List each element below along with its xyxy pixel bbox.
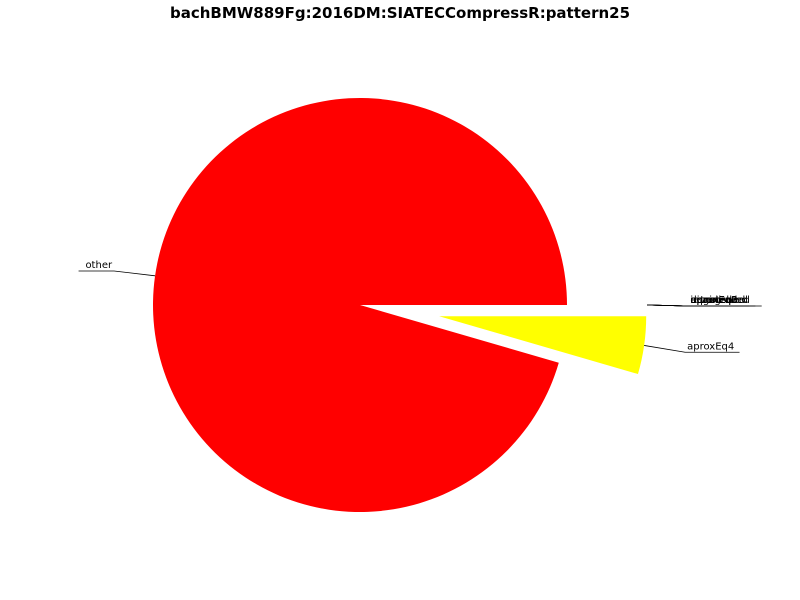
chart-title: bachBMW889Fg:2016DM:SIATECCompressR:patt… xyxy=(170,4,630,22)
leader-line-equal xyxy=(646,304,724,307)
pie-label-retrograded: retrograded xyxy=(690,295,749,306)
pie-label-aproxeq4: aproxEq4 xyxy=(687,341,734,352)
leader-line-other xyxy=(78,270,156,277)
pie-slice-aproxeq4 xyxy=(439,316,647,375)
pie-label-augmented: augmented xyxy=(690,295,747,306)
pie-label-aproxeq2: aproxEq2 xyxy=(690,295,737,306)
pie-label-equal: equal xyxy=(690,295,718,306)
leader-line-aproxeq4 xyxy=(644,345,740,353)
pie-slice-other xyxy=(153,98,568,513)
pie-label-diminished: diminished xyxy=(690,295,745,306)
pie-label-aproxeq3: aproxEq3 xyxy=(690,295,737,306)
pie-slices xyxy=(153,98,647,513)
pie-label-other: other xyxy=(85,260,113,271)
pie-label-inverted: inverted xyxy=(690,295,732,306)
pie-labels: other aproxEq4 aproxEq2aproxEq3invertedaug… xyxy=(78,260,762,353)
